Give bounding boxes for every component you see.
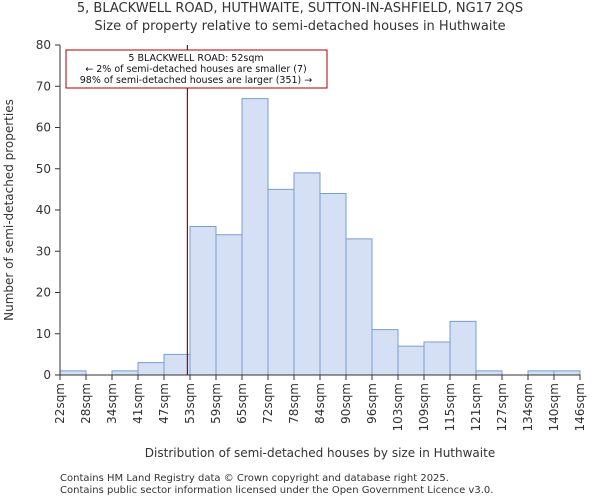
histogram-bar: [449, 320, 477, 376]
histogram-bar: [319, 193, 347, 376]
y-axis-label: Number of semi-detached properties: [2, 99, 16, 321]
y-tick-label: 80: [36, 38, 51, 52]
x-tick-label: 22sqm: [53, 383, 67, 424]
footer-line-2: Contains public sector information licen…: [60, 485, 494, 496]
x-tick-label: 115sqm: [443, 383, 457, 431]
x-tick-label: 41sqm: [131, 383, 145, 424]
annotation-line: 5 BLACKWELL ROAD: 52sqm: [128, 53, 263, 64]
annotation-box: [65, 49, 328, 89]
y-tick-label: 10: [36, 327, 51, 341]
x-tick-label: 134sqm: [521, 383, 535, 431]
x-tick-label: 96sqm: [365, 383, 379, 424]
histogram-bar: [423, 341, 451, 376]
x-tick-label: 65sqm: [235, 383, 249, 424]
y-tick-label: 0: [43, 368, 51, 382]
histogram-bar: [59, 370, 87, 376]
x-tick-label: 146sqm: [573, 383, 587, 431]
histogram-bar: [215, 234, 243, 376]
x-tick-label: 59sqm: [209, 383, 223, 424]
x-tick-label: 84sqm: [313, 383, 327, 424]
y-tick-label: 20: [36, 286, 51, 300]
histogram-bar: [527, 370, 555, 376]
x-tick-label: 140sqm: [547, 383, 561, 431]
x-tick-label: 28sqm: [79, 383, 93, 424]
histogram-bar: [397, 345, 425, 376]
x-axis-label: Distribution of semi-detached houses by …: [145, 446, 495, 460]
x-tick-label: 78sqm: [287, 383, 301, 424]
chart-title: 5, BLACKWELL ROAD, HUTHWAITE, SUTTON-IN-…: [76, 1, 524, 16]
annotation-line: ← 2% of semi-detached houses are smaller…: [85, 64, 306, 75]
histogram-bar: [163, 353, 191, 376]
histogram-bar: [111, 370, 139, 376]
histogram-bar: [345, 238, 373, 376]
x-tick-label: 127sqm: [495, 383, 509, 431]
x-tick-label: 34sqm: [105, 383, 119, 424]
histogram-bar: [371, 329, 399, 376]
histogram-bar: [241, 98, 269, 376]
histogram-bar: [293, 172, 321, 376]
footer-line-1: Contains HM Land Registry data © Crown c…: [60, 473, 449, 484]
x-tick-label: 47sqm: [157, 383, 171, 424]
x-tick-label: 72sqm: [261, 383, 275, 424]
annotation-line: 98% of semi-detached houses are larger (…: [80, 75, 313, 86]
histogram-bar: [137, 362, 165, 376]
x-tick-label: 103sqm: [391, 383, 405, 431]
histogram-bar: [189, 226, 217, 376]
x-tick-label: 121sqm: [469, 383, 483, 431]
y-tick-label: 40: [36, 203, 51, 217]
x-tick-label: 90sqm: [339, 383, 353, 424]
histogram-bar: [267, 188, 295, 376]
x-tick-label: 53sqm: [183, 383, 197, 424]
y-tick-label: 50: [36, 162, 51, 176]
y-tick-label: 30: [36, 244, 51, 258]
histogram-bar: [475, 370, 503, 376]
y-tick-label: 60: [36, 121, 51, 135]
chart-subtitle: Size of property relative to semi-detach…: [94, 19, 506, 34]
y-tick-label: 70: [36, 79, 51, 93]
x-tick-label: 109sqm: [417, 383, 431, 431]
histogram-bar: [553, 370, 581, 376]
